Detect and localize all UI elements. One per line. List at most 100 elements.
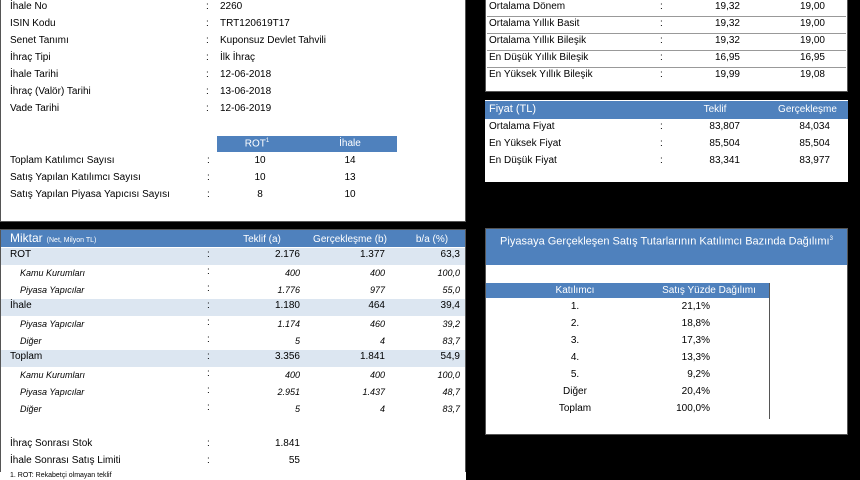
miktar-gerc: 400 (369, 370, 385, 380)
rate-teklif: 16,95 (714, 52, 740, 63)
miktar-sub-label: Piyasa Yapıcılar (20, 285, 85, 295)
stock-value: 1.841 (274, 438, 300, 449)
miktar-ratio: 39,4 (440, 300, 460, 311)
price-title: Fiyat (TL) (489, 103, 537, 115)
distribution-share: 20,4% (681, 386, 710, 397)
distribution-participant: 5. (570, 369, 580, 380)
miktar-gerc: 464 (368, 300, 385, 311)
rate-gerc: 19,00 (799, 35, 825, 46)
miktar-title: Miktar (Net, Milyon TL) (10, 231, 97, 245)
rate-colon: : (660, 35, 663, 46)
distribution-share: 21,1% (681, 301, 710, 312)
miktar-row-band (1, 350, 465, 367)
miktar-gerc: 4 (379, 336, 385, 346)
info-panel (0, 0, 466, 222)
miktar-teklif: 400 (284, 370, 300, 380)
distribution-participant: 3. (570, 335, 580, 346)
rate-label: En Düşük Yıllık Bileşik (489, 52, 589, 63)
rate-gerc: 19,00 (799, 18, 825, 29)
info-value: TRT120619T17 (220, 18, 290, 29)
price-teklif: 83,341 (709, 155, 740, 166)
info-colon: : (206, 103, 209, 114)
info-label: Vade Tarihi (10, 103, 60, 114)
rate-label: Ortalama Yıllık Basit (489, 18, 580, 29)
miktar-teklif: 400 (284, 268, 300, 278)
counts-colon: : (207, 155, 210, 166)
miktar-colon: : (207, 368, 210, 379)
distribution-share: 17,3% (681, 335, 710, 346)
miktar-col-ratio: b/a (%) (415, 234, 449, 245)
price-gerc: 84,034 (799, 121, 830, 132)
info-label: İhraç Tipi (10, 52, 51, 63)
counts-colon: : (207, 172, 210, 183)
rate-teklif: 19,32 (714, 18, 740, 29)
counts-ihale-value: 14 (344, 155, 356, 166)
miktar-colon: : (207, 402, 210, 413)
rate-teklif: 19,99 (714, 69, 740, 80)
price-col-teklif: Teklif (703, 104, 727, 115)
miktar-gerc: 4 (379, 404, 385, 414)
rate-teklif: 19,32 (714, 1, 740, 12)
miktar-gerc: 977 (369, 285, 385, 295)
miktar-teklif: 5 (294, 404, 300, 414)
info-value: 2260 (220, 1, 243, 12)
rate-gerc: 19,08 (799, 69, 825, 80)
counts-rot-value: 8 (257, 189, 263, 200)
rates-panel (485, 0, 848, 92)
miktar-ratio: 48,7 (442, 387, 460, 397)
rate-label: Ortalama Yıllık Bileşik (489, 35, 587, 46)
info-value: İlk İhraç (220, 52, 256, 63)
miktar-row-band (1, 248, 465, 265)
counts-header-bar (217, 136, 397, 152)
miktar-teklif: 1.180 (274, 300, 300, 311)
price-colon: : (660, 155, 663, 166)
distribution-table-right-border (769, 283, 770, 419)
rate-colon: : (660, 52, 663, 63)
info-label: ISIN Kodu (10, 18, 56, 29)
distribution-share: 100,0% (676, 403, 710, 414)
distribution-share: 9,2% (687, 369, 710, 380)
distribution-col-participant: Katılımcı (555, 285, 595, 296)
info-colon: : (206, 1, 209, 12)
miktar-sub-label: Kamu Kurumları (20, 370, 86, 380)
distribution-participant: 4. (570, 352, 580, 363)
info-label: Senet Tanımı (10, 35, 69, 46)
miktar-gerc: 460 (369, 319, 385, 329)
rate-gerc: 19,00 (799, 1, 825, 12)
price-teklif: 85,504 (709, 138, 740, 149)
miktar-header-bar (1, 230, 465, 247)
price-label: Ortalama Fiyat (489, 121, 555, 132)
miktar-colon: : (207, 334, 210, 345)
counts-colon: : (207, 189, 210, 200)
miktar-gerc: 1.377 (359, 249, 385, 260)
miktar-gerc: 400 (369, 268, 385, 278)
info-colon: : (206, 35, 209, 46)
miktar-ratio: 55,0 (442, 285, 460, 295)
info-colon: : (206, 69, 209, 80)
miktar-colon: : (207, 266, 210, 277)
info-colon: : (206, 86, 209, 97)
miktar-sub-label: Piyasa Yapıcılar (20, 387, 85, 397)
counts-rot-value: 10 (254, 172, 266, 183)
miktar-colon: : (207, 385, 210, 396)
miktar-title-note: (Net, Milyon TL) (46, 237, 97, 244)
miktar-ratio: 39,2 (442, 319, 460, 329)
price-label: En Yüksek Fiyat (489, 138, 562, 149)
miktar-gerc: 1.841 (359, 351, 385, 362)
miktar-colon: : (207, 249, 210, 260)
counts-header-rot: ROT1 (244, 138, 270, 150)
rate-divider (487, 16, 846, 17)
counts-label: Satış Yapılan Katılımcı Sayısı (10, 172, 141, 183)
price-gerc: 83,977 (799, 155, 830, 166)
info-colon: : (206, 18, 209, 29)
miktar-ratio: 54,9 (440, 351, 460, 362)
miktar-teklif: 1.174 (277, 319, 300, 329)
rate-label: En Yüksek Yıllık Bileşik (489, 69, 593, 80)
miktar-teklif: 1.776 (277, 285, 300, 295)
counts-label: Toplam Katılımcı Sayısı (10, 155, 115, 166)
price-label: En Düşük Fiyat (489, 155, 557, 166)
miktar-colon: : (207, 317, 210, 328)
miktar-ratio: 100,0 (437, 268, 460, 278)
counts-ihale-value: 10 (344, 189, 356, 200)
distribution-share: 18,8% (681, 318, 710, 329)
